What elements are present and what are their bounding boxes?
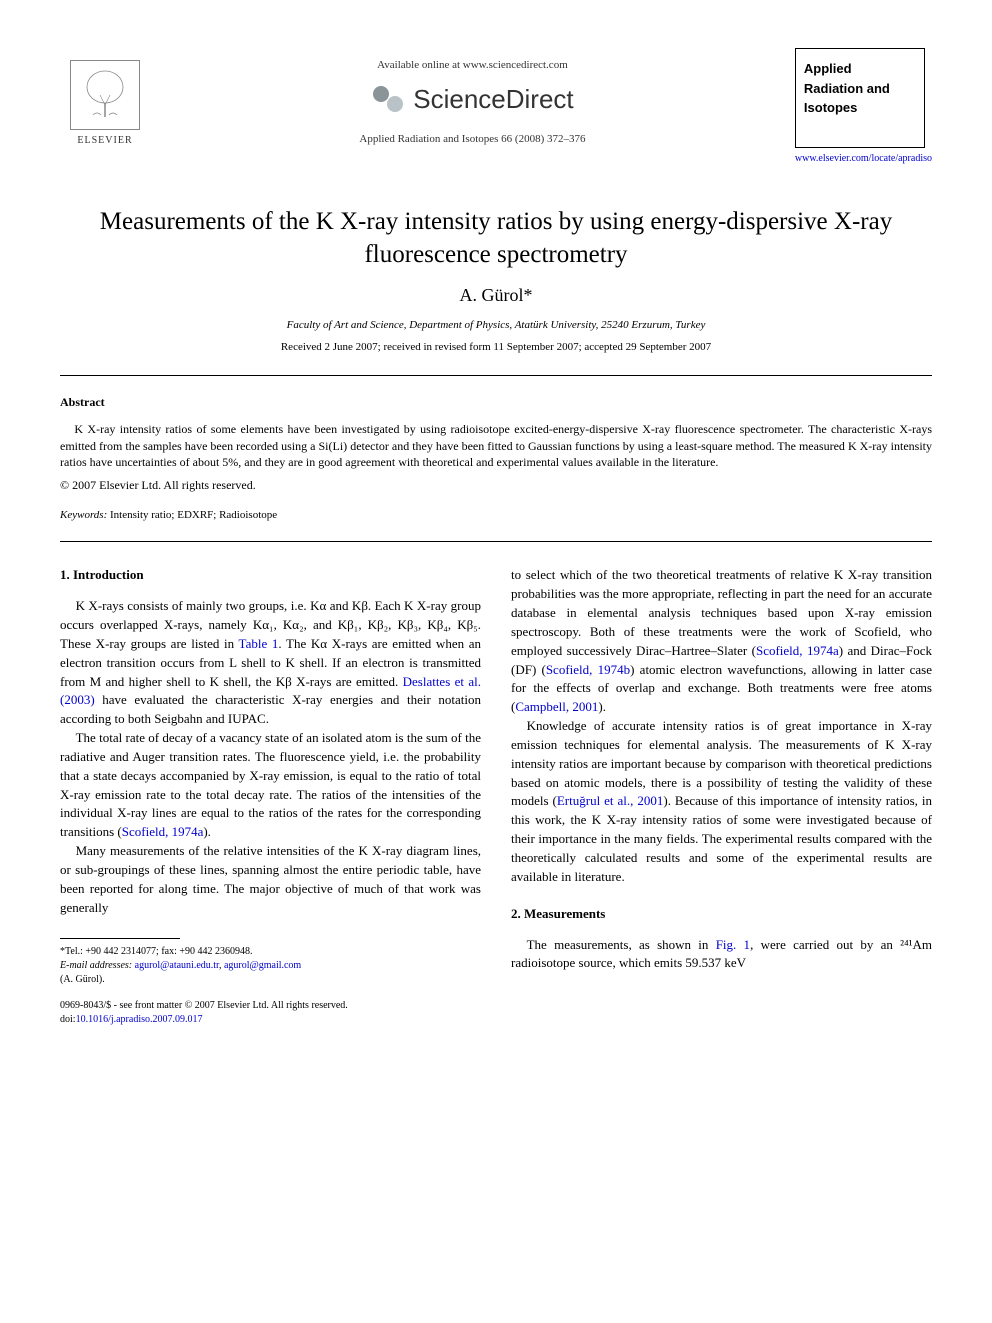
doi-label: doi: xyxy=(60,1014,76,1025)
doi-link[interactable]: 10.1016/j.apradiso.2007.09.017 xyxy=(76,1014,203,1025)
text-run: The total rate of decay of a vacancy sta… xyxy=(60,730,481,839)
body-columns: 1. Introduction K X-rays consists of mai… xyxy=(60,566,932,1027)
journal-url: www.elsevier.com/locate/apradiso xyxy=(795,152,932,166)
citation-link[interactable]: Ertuğrul et al., 2001 xyxy=(557,793,664,808)
footnote-tel: *Tel.: +90 442 2314077; fax: +90 442 236… xyxy=(60,945,481,959)
journal-box-wrapper: Applied Radiation and Isotopes www.elsev… xyxy=(795,48,932,166)
footnote-block: *Tel.: +90 442 2314077; fax: +90 442 236… xyxy=(60,945,481,987)
header-row: ELSEVIER Available online at www.science… xyxy=(60,48,932,166)
paragraph: K X-rays consists of mainly two groups, … xyxy=(60,597,481,729)
abstract-text: K X-ray intensity ratios of some element… xyxy=(60,421,932,471)
sciencedirect-logo-row: ScienceDirect xyxy=(150,81,795,117)
journal-box-line: Radiation and xyxy=(804,79,916,99)
paragraph: The total rate of decay of a vacancy sta… xyxy=(60,729,481,842)
citation-link[interactable]: Campbell, 2001 xyxy=(515,699,598,714)
section-2-heading: 2. Measurements xyxy=(511,905,932,924)
journal-title-box: Applied Radiation and Isotopes xyxy=(795,48,925,148)
elsevier-tree-icon xyxy=(70,60,140,130)
table-ref-link[interactable]: Table 1 xyxy=(239,636,279,651)
affiliation: Faculty of Art and Science, Department o… xyxy=(60,318,932,333)
doi-line: doi:10.1016/j.apradiso.2007.09.017 xyxy=(60,1013,481,1028)
paragraph: The measurements, as shown in Fig. 1, we… xyxy=(511,936,932,974)
citation-link[interactable]: Scofield, 1974b xyxy=(546,662,630,677)
footnote-email-line: E-mail addresses: agurol@atauni.edu.tr, … xyxy=(60,959,481,973)
elsevier-text: ELSEVIER xyxy=(77,134,132,148)
author-name: A. Gürol xyxy=(460,285,524,305)
citation-link[interactable]: Scofield, 1974a xyxy=(756,643,839,658)
abstract-body: K X-ray intensity ratios of some element… xyxy=(60,422,932,470)
email-link[interactable]: agurol@gmail.com xyxy=(224,960,301,971)
text-run: have evaluated the characteristic X-ray … xyxy=(60,692,481,726)
footer-left: 0969-8043/$ - see front matter © 2007 El… xyxy=(60,999,481,1028)
center-header: Available online at www.sciencedirect.co… xyxy=(150,48,795,147)
corresponding-star: * xyxy=(524,285,533,305)
keywords-values: Intensity ratio; EDXRF; Radioisotope xyxy=(107,509,277,521)
section-1-heading: 1. Introduction xyxy=(60,566,481,585)
sciencedirect-icon xyxy=(371,82,407,118)
paragraph: Many measurements of the relative intens… xyxy=(60,842,481,917)
journal-url-link[interactable]: www.elsevier.com/locate/apradiso xyxy=(795,153,932,164)
divider xyxy=(60,541,932,542)
left-column: 1. Introduction K X-rays consists of mai… xyxy=(60,566,481,1027)
footnote-divider xyxy=(60,938,180,939)
paragraph: Knowledge of accurate intensity ratios i… xyxy=(511,717,932,887)
keywords-line: Keywords: Intensity ratio; EDXRF; Radioi… xyxy=(60,508,932,523)
journal-reference: Applied Radiation and Isotopes 66 (2008)… xyxy=(150,132,795,147)
article-title: Measurements of the K X-ray intensity ra… xyxy=(60,206,932,271)
divider xyxy=(60,375,932,376)
text-run: ). xyxy=(598,699,606,714)
paragraph: to select which of the two theoretical t… xyxy=(511,566,932,717)
keywords-label: Keywords: xyxy=(60,509,107,521)
journal-box-line: Applied xyxy=(804,59,916,79)
author-line: A. Gürol* xyxy=(60,283,932,308)
right-column: to select which of the two theoretical t… xyxy=(511,566,932,1027)
journal-page: ELSEVIER Available online at www.science… xyxy=(0,0,992,1068)
email-link[interactable]: agurol@atauni.edu.tr xyxy=(135,960,219,971)
text-run: The measurements, as shown in xyxy=(527,937,716,952)
elsevier-logo: ELSEVIER xyxy=(60,48,150,148)
issn-line: 0969-8043/$ - see front matter © 2007 El… xyxy=(60,999,481,1014)
copyright-line: © 2007 Elsevier Ltd. All rights reserved… xyxy=(60,477,932,494)
journal-box-line: Isotopes xyxy=(804,98,916,118)
footnote-author: (A. Gürol). xyxy=(60,973,481,987)
figure-ref-link[interactable]: Fig. 1 xyxy=(716,937,750,952)
article-dates: Received 2 June 2007; received in revise… xyxy=(60,340,932,355)
sciencedirect-text: ScienceDirect xyxy=(413,81,573,117)
available-online-text: Available online at www.sciencedirect.co… xyxy=(150,58,795,73)
email-label: E-mail addresses: xyxy=(60,960,132,971)
abstract-label: Abstract xyxy=(60,394,932,411)
text-run: ). xyxy=(203,824,211,839)
citation-link[interactable]: Scofield, 1974a xyxy=(122,824,204,839)
